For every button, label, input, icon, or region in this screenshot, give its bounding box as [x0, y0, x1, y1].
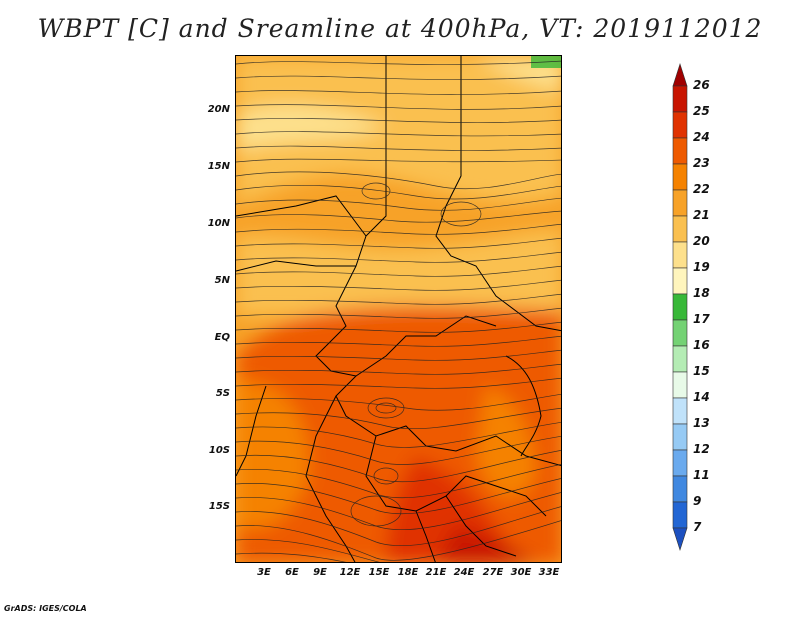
colorbar-label: 20	[693, 234, 710, 248]
lon-label-33e: 33E	[538, 567, 560, 578]
colorbar-segment	[672, 371, 688, 399]
lon-label-9e: 9E	[313, 567, 327, 578]
colorbar-label: 21	[693, 208, 710, 222]
lon-label-6e: 6E	[285, 567, 299, 578]
lon-label-12e: 12E	[339, 567, 361, 578]
map-canvas	[236, 56, 561, 562]
lat-label-eq: EQ	[214, 332, 230, 343]
colorbar-label: 9	[693, 494, 702, 508]
colorbar-segment	[672, 449, 688, 477]
lat-label-5n: 5N	[214, 275, 230, 286]
wbpt-shading	[236, 56, 561, 562]
colorbar-segment	[672, 189, 688, 217]
colorbar-segment	[672, 475, 688, 503]
lat-label-15s: 15S	[208, 501, 230, 512]
footer-credit: GrADS: IGES/COLA	[4, 604, 87, 613]
colorbar-top-triangle	[672, 63, 688, 87]
map-title: WBPT [C] and Sreamline at 400hPa, VT: 20…	[37, 14, 763, 43]
lon-label-24e: 24E	[453, 567, 475, 578]
colorbar-segment	[672, 423, 688, 451]
colorbar-label: 18	[693, 286, 710, 300]
colorbar-segment	[672, 501, 688, 529]
colorbar-segment	[672, 137, 688, 165]
colorbar-label: 26	[693, 78, 710, 92]
lat-label-15n: 15N	[207, 161, 230, 172]
lon-label-30e: 30E	[510, 567, 532, 578]
lat-label-10n: 10N	[207, 218, 230, 229]
streamlines	[236, 60, 561, 562]
colorbar-label: 12	[693, 442, 710, 456]
lat-label-20n: 20N	[207, 104, 230, 115]
colorbar-label: 17	[693, 312, 710, 326]
colorbar-label: 14	[693, 390, 710, 404]
lon-label-15e: 15E	[368, 567, 390, 578]
colorbar-label: 15	[693, 364, 710, 378]
colorbar	[672, 63, 688, 551]
colorbar-label: 7	[693, 520, 702, 534]
colorbar-segment	[672, 293, 688, 321]
colorbar-label: 16	[693, 338, 710, 352]
lon-label-27e: 27E	[482, 567, 504, 578]
lat-label-10s: 10S	[208, 445, 230, 456]
colorbar-label: 24	[693, 130, 710, 144]
lat-label-5s: 5S	[215, 388, 230, 399]
colorbar-label: 13	[693, 416, 710, 430]
colorbar-label: 23	[693, 156, 710, 170]
lon-label-18e: 18E	[397, 567, 419, 578]
colorbar-segment	[672, 267, 688, 295]
country-borders	[236, 56, 561, 562]
colorbar-segment	[672, 111, 688, 139]
colorbar-label: 11	[693, 468, 710, 482]
colorbar-segment	[672, 241, 688, 269]
colorbar-segment	[672, 85, 688, 113]
colorbar-segment	[672, 215, 688, 243]
colorbar-bottom-triangle	[672, 527, 688, 551]
colorbar-segment	[672, 163, 688, 191]
colorbar-segment	[672, 319, 688, 347]
colorbar-label: 25	[693, 104, 710, 118]
lon-label-21e: 21E	[425, 567, 447, 578]
colorbar-label: 19	[693, 260, 710, 274]
colorbar-label: 22	[693, 182, 710, 196]
map-panel	[235, 55, 562, 563]
colorbar-segment	[672, 345, 688, 373]
colorbar-segment	[672, 397, 688, 425]
lon-label-3e: 3E	[257, 567, 271, 578]
